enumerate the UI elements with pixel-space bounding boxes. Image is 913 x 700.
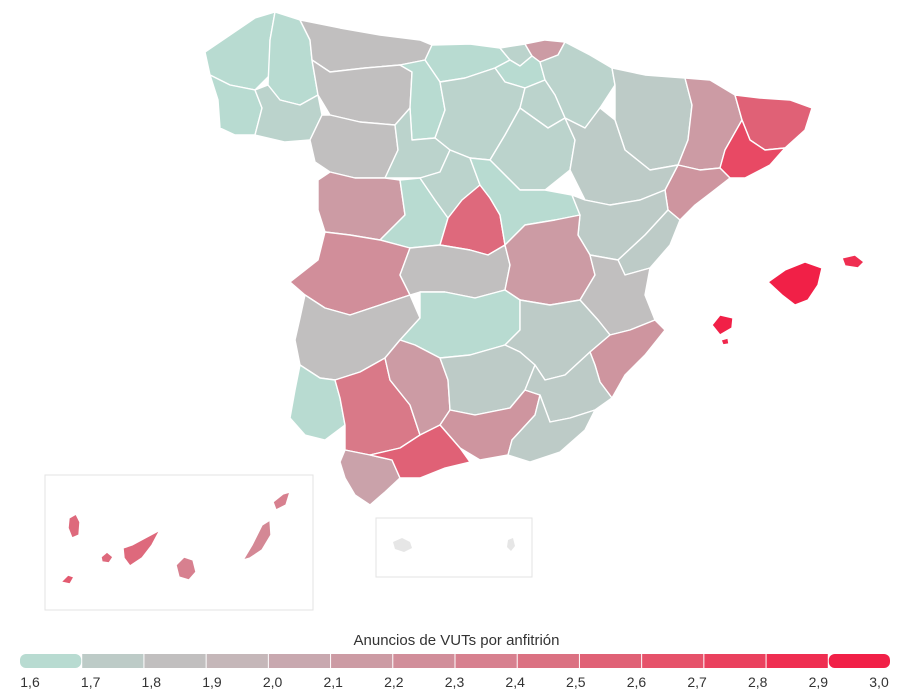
legend-tick-label: 1,9: [202, 674, 222, 690]
melilla-shape: [507, 538, 515, 551]
region-tenerife[interactable]: [122, 529, 161, 567]
legend-scale-segment: [393, 654, 455, 668]
legend-scale-segment: [579, 654, 642, 668]
legend-tick-label: 2,7: [687, 674, 707, 690]
legend-tick-label: 2,4: [505, 674, 525, 690]
region-la-palma[interactable]: [67, 513, 81, 539]
region-mallorca[interactable]: [767, 261, 823, 306]
region-huelva[interactable]: [289, 364, 346, 441]
region-lanzarote[interactable]: [272, 491, 291, 511]
region-malaga[interactable]: [369, 424, 471, 479]
legend-tick-label: 2,2: [384, 674, 404, 690]
legend-tick-label: 2,6: [626, 674, 647, 690]
legend-scale-segment: [206, 654, 268, 668]
region-el-hierro[interactable]: [60, 574, 75, 585]
legend-scale-segment: [455, 654, 517, 668]
region-zamora[interactable]: [309, 114, 399, 179]
legend-scale-segment: [144, 654, 206, 668]
legend-scale-segment: [828, 654, 890, 668]
ceuta-melilla-inset-frame: [375, 517, 533, 578]
choropleth-map: [44, 11, 865, 611]
legend-tick-label: 3,0: [869, 674, 889, 690]
legend-tick-label: 1,7: [80, 674, 101, 690]
region-fuerteventura[interactable]: [242, 519, 272, 561]
legend-tick-label: 2,8: [747, 674, 768, 690]
legend-scale-segment: [517, 654, 579, 668]
legend-scale-segment: [331, 654, 393, 668]
legend-tick-label: 2,3: [444, 674, 465, 690]
legend-tick-label: 1,6: [20, 674, 40, 690]
region-gran-canaria[interactable]: [175, 556, 197, 581]
region-formentera[interactable]: [720, 337, 730, 346]
legend-tick-label: 1,8: [141, 674, 162, 690]
legend-scale-segment: [704, 654, 766, 668]
legend-scale-segment: [642, 654, 704, 668]
legend-title: Anuncios de VUTs por anfitrión: [353, 632, 560, 649]
region-almeria[interactable]: [507, 394, 596, 463]
region-zaragoza[interactable]: [564, 107, 679, 206]
ceuta-shape: [393, 538, 412, 552]
canary-islands-inset-frame: [44, 474, 314, 611]
region-ibiza[interactable]: [711, 314, 734, 336]
legend-scale-segment: [82, 654, 144, 668]
region-la-gomera[interactable]: [100, 551, 114, 564]
legend-tick-label: 2,0: [262, 674, 283, 690]
legend-tick-label: 2,9: [808, 674, 829, 690]
region-toledo[interactable]: [399, 244, 511, 299]
legend-scale-segment: [20, 654, 82, 668]
region-menorca[interactable]: [841, 254, 865, 269]
legend-scale-segment: [268, 654, 331, 668]
legend-scale-segment: [766, 654, 828, 668]
legend-tick-label: 2,1: [323, 674, 343, 690]
legend-tick-label: 2,5: [566, 674, 586, 690]
region-tarragona[interactable]: [664, 164, 731, 221]
legend-color-scale: [20, 654, 890, 668]
legend-tick-labels: 1,6 1,7 1,8 1,9 2,0 2,1 2,2 2,3 2,4 2,5 2,6 2,7 2,8 2…: [0, 674, 913, 694]
region-barcelona[interactable]: [719, 119, 786, 179]
